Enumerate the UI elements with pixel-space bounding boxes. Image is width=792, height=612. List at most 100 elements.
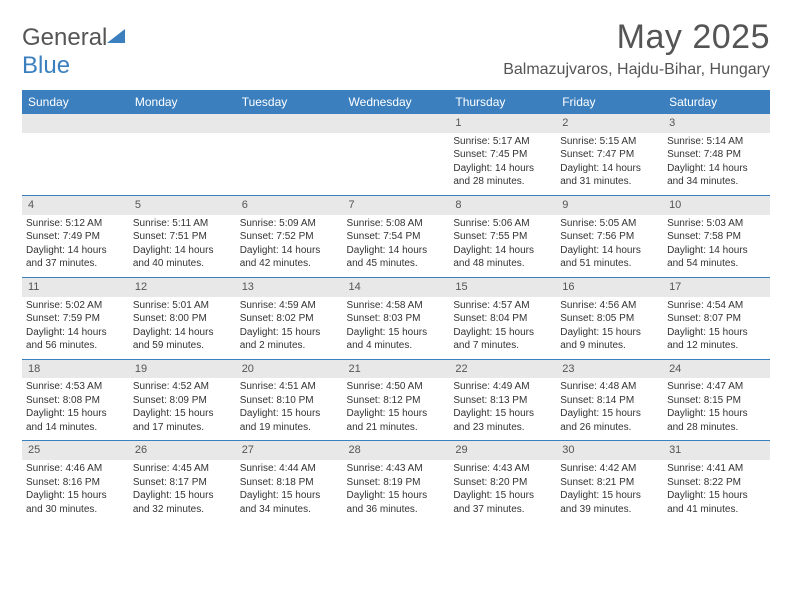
calendar-day-cell: 4Sunrise: 5:12 AMSunset: 7:49 PMDaylight…	[22, 195, 129, 277]
daylight-line: Daylight: 15 hours and 9 minutes.	[560, 326, 659, 353]
weekday-header: Thursday	[449, 91, 556, 114]
sunrise-line: Sunrise: 5:17 AM	[453, 135, 552, 149]
weekday-header: Monday	[129, 91, 236, 114]
weekday-header: Saturday	[663, 91, 770, 114]
day-details: Sunrise: 4:56 AMSunset: 8:05 PMDaylight:…	[556, 297, 663, 359]
day-number: 12	[129, 278, 236, 297]
calendar-day-cell: 3Sunrise: 5:14 AMSunset: 7:48 PMDaylight…	[663, 114, 770, 196]
sunrise-line: Sunrise: 4:43 AM	[347, 462, 446, 476]
day-number: 1	[449, 114, 556, 133]
day-number: 27	[236, 441, 343, 460]
calendar-table: SundayMondayTuesdayWednesdayThursdayFrid…	[22, 90, 770, 522]
weekday-header: Wednesday	[343, 91, 450, 114]
day-number: 7	[343, 196, 450, 215]
day-number: 8	[449, 196, 556, 215]
sunset-line: Sunset: 7:45 PM	[453, 148, 552, 162]
location-subtitle: Balmazujvaros, Hajdu-Bihar, Hungary	[503, 61, 770, 79]
daylight-line: Daylight: 15 hours and 23 minutes.	[453, 407, 552, 434]
sunset-line: Sunset: 8:04 PM	[453, 312, 552, 326]
day-details: Sunrise: 4:43 AMSunset: 8:19 PMDaylight:…	[343, 460, 450, 522]
day-number: 2	[556, 114, 663, 133]
sunset-line: Sunset: 8:19 PM	[347, 476, 446, 490]
calendar-day-cell: 18Sunrise: 4:53 AMSunset: 8:08 PMDayligh…	[22, 359, 129, 441]
sunset-line: Sunset: 8:15 PM	[667, 394, 766, 408]
daylight-line: Daylight: 15 hours and 21 minutes.	[347, 407, 446, 434]
daylight-line: Daylight: 15 hours and 34 minutes.	[240, 489, 339, 516]
sunrise-line: Sunrise: 5:15 AM	[560, 135, 659, 149]
calendar-day-cell: 11Sunrise: 5:02 AMSunset: 7:59 PMDayligh…	[22, 277, 129, 359]
daylight-line: Daylight: 15 hours and 26 minutes.	[560, 407, 659, 434]
day-number: 22	[449, 360, 556, 379]
day-number: 19	[129, 360, 236, 379]
calendar-day-cell: 6Sunrise: 5:09 AMSunset: 7:52 PMDaylight…	[236, 195, 343, 277]
sunset-line: Sunset: 7:48 PM	[667, 148, 766, 162]
day-details: Sunrise: 4:44 AMSunset: 8:18 PMDaylight:…	[236, 460, 343, 522]
weekday-header: Sunday	[22, 91, 129, 114]
daylight-line: Daylight: 14 hours and 54 minutes.	[667, 244, 766, 271]
day-number: 20	[236, 360, 343, 379]
day-number: 3	[663, 114, 770, 133]
calendar-week-row: 18Sunrise: 4:53 AMSunset: 8:08 PMDayligh…	[22, 359, 770, 441]
day-number: 4	[22, 196, 129, 215]
daylight-line: Daylight: 14 hours and 31 minutes.	[560, 162, 659, 189]
day-number: 9	[556, 196, 663, 215]
calendar-day-cell: 26Sunrise: 4:45 AMSunset: 8:17 PMDayligh…	[129, 441, 236, 522]
day-details: Sunrise: 5:01 AMSunset: 8:00 PMDaylight:…	[129, 297, 236, 359]
daylight-line: Daylight: 14 hours and 28 minutes.	[453, 162, 552, 189]
day-number: 29	[449, 441, 556, 460]
sunset-line: Sunset: 7:58 PM	[667, 230, 766, 244]
sunrise-line: Sunrise: 5:06 AM	[453, 217, 552, 231]
daylight-line: Daylight: 14 hours and 40 minutes.	[133, 244, 232, 271]
day-details: Sunrise: 5:06 AMSunset: 7:55 PMDaylight:…	[449, 215, 556, 277]
sunrise-line: Sunrise: 4:42 AM	[560, 462, 659, 476]
daylight-line: Daylight: 15 hours and 14 minutes.	[26, 407, 125, 434]
day-details: Sunrise: 4:42 AMSunset: 8:21 PMDaylight:…	[556, 460, 663, 522]
day-number: 28	[343, 441, 450, 460]
calendar-day-cell: 29Sunrise: 4:43 AMSunset: 8:20 PMDayligh…	[449, 441, 556, 522]
sunrise-line: Sunrise: 4:53 AM	[26, 380, 125, 394]
day-details: Sunrise: 4:45 AMSunset: 8:17 PMDaylight:…	[129, 460, 236, 522]
sunrise-line: Sunrise: 4:47 AM	[667, 380, 766, 394]
day-details: Sunrise: 5:03 AMSunset: 7:58 PMDaylight:…	[663, 215, 770, 277]
calendar-week-row: 4Sunrise: 5:12 AMSunset: 7:49 PMDaylight…	[22, 195, 770, 277]
day-number-empty	[129, 114, 236, 133]
sunrise-line: Sunrise: 5:08 AM	[347, 217, 446, 231]
calendar-day-cell	[236, 114, 343, 196]
sunset-line: Sunset: 8:17 PM	[133, 476, 232, 490]
sunrise-line: Sunrise: 5:14 AM	[667, 135, 766, 149]
calendar-day-cell: 2Sunrise: 5:15 AMSunset: 7:47 PMDaylight…	[556, 114, 663, 196]
day-details: Sunrise: 4:52 AMSunset: 8:09 PMDaylight:…	[129, 378, 236, 440]
day-details: Sunrise: 4:59 AMSunset: 8:02 PMDaylight:…	[236, 297, 343, 359]
day-number: 25	[22, 441, 129, 460]
day-number: 26	[129, 441, 236, 460]
day-details: Sunrise: 5:14 AMSunset: 7:48 PMDaylight:…	[663, 133, 770, 195]
day-number: 13	[236, 278, 343, 297]
calendar-day-cell: 25Sunrise: 4:46 AMSunset: 8:16 PMDayligh…	[22, 441, 129, 522]
sunset-line: Sunset: 7:56 PM	[560, 230, 659, 244]
sunrise-line: Sunrise: 5:03 AM	[667, 217, 766, 231]
day-details: Sunrise: 4:54 AMSunset: 8:07 PMDaylight:…	[663, 297, 770, 359]
day-details: Sunrise: 5:12 AMSunset: 7:49 PMDaylight:…	[22, 215, 129, 277]
sunrise-line: Sunrise: 4:44 AM	[240, 462, 339, 476]
daylight-line: Daylight: 14 hours and 34 minutes.	[667, 162, 766, 189]
calendar-day-cell: 17Sunrise: 4:54 AMSunset: 8:07 PMDayligh…	[663, 277, 770, 359]
calendar-day-cell: 15Sunrise: 4:57 AMSunset: 8:04 PMDayligh…	[449, 277, 556, 359]
sunset-line: Sunset: 8:21 PM	[560, 476, 659, 490]
calendar-day-cell	[129, 114, 236, 196]
sunrise-line: Sunrise: 4:57 AM	[453, 299, 552, 313]
calendar-day-cell: 31Sunrise: 4:41 AMSunset: 8:22 PMDayligh…	[663, 441, 770, 522]
calendar-day-cell: 5Sunrise: 5:11 AMSunset: 7:51 PMDaylight…	[129, 195, 236, 277]
calendar-day-cell: 9Sunrise: 5:05 AMSunset: 7:56 PMDaylight…	[556, 195, 663, 277]
daylight-line: Daylight: 15 hours and 36 minutes.	[347, 489, 446, 516]
day-number: 30	[556, 441, 663, 460]
sunrise-line: Sunrise: 4:46 AM	[26, 462, 125, 476]
day-number: 24	[663, 360, 770, 379]
sunset-line: Sunset: 7:55 PM	[453, 230, 552, 244]
sunrise-line: Sunrise: 5:12 AM	[26, 217, 125, 231]
day-number: 31	[663, 441, 770, 460]
calendar-day-cell: 27Sunrise: 4:44 AMSunset: 8:18 PMDayligh…	[236, 441, 343, 522]
sunset-line: Sunset: 8:16 PM	[26, 476, 125, 490]
day-number-empty	[22, 114, 129, 133]
day-details: Sunrise: 5:15 AMSunset: 7:47 PMDaylight:…	[556, 133, 663, 195]
sunset-line: Sunset: 7:52 PM	[240, 230, 339, 244]
